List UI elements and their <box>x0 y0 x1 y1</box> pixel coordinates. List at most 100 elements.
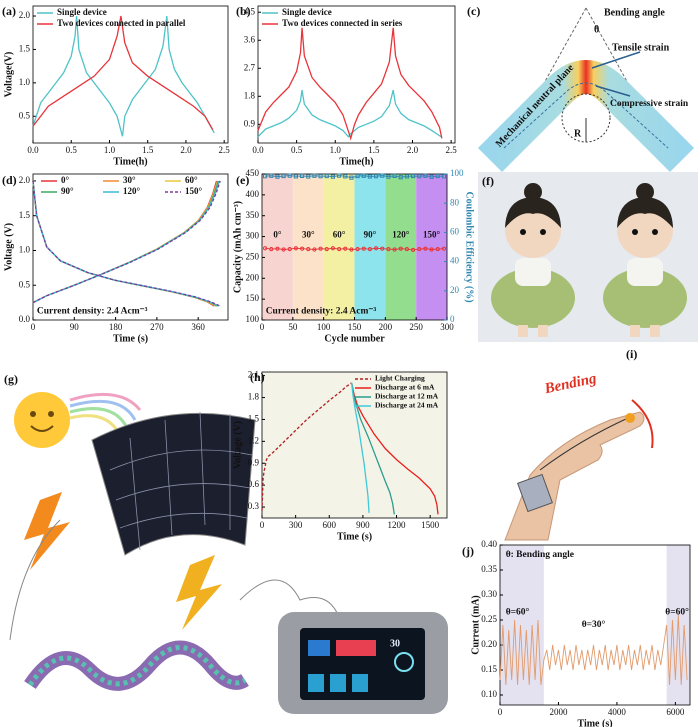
display-device: 30 <box>278 612 448 714</box>
x-tick-label: 0.0 <box>252 145 264 155</box>
panel-label: (i) <box>626 347 637 361</box>
marker <box>306 174 311 179</box>
y2-axis-title: Coulombic Efficiency (%) <box>464 191 475 302</box>
legend-label: Single device <box>282 7 332 17</box>
chart: 0.0 0.5 1.0 1.5 2.0 2.5 0.5 1.0 1.5 2.0 Time(h) Vol… <box>3 5 231 167</box>
x-tick-label: 2.5 <box>219 145 231 155</box>
legend-label: Discharge at 24 mA <box>375 401 439 410</box>
x-tick-label: 1.5 <box>142 145 154 155</box>
y2-tick-label: 40 <box>450 256 460 266</box>
marker <box>441 174 447 179</box>
legend-label: Two devices connected in parallel <box>57 18 186 28</box>
region-label: 30° <box>302 229 315 239</box>
y-tick-label: 2.1 <box>248 370 259 380</box>
x-tick-label: 0 <box>498 707 503 717</box>
marker <box>336 173 342 178</box>
legend-label: Discharge at 6 mA <box>375 383 435 392</box>
x-axis-title: Time (s) <box>113 333 148 344</box>
joint-marker <box>625 413 635 423</box>
y-tick-label: 2.0 <box>19 10 31 20</box>
panel-label: (g) <box>4 372 18 386</box>
marker <box>318 246 323 251</box>
compressive-strain: Compressive strain <box>610 99 689 109</box>
marker <box>380 246 385 251</box>
doll-part <box>617 197 673 228</box>
sun-part <box>14 392 70 448</box>
chart: 0° 30° 60° 90° 120° 150°0 50 100 150 200 250 300100… <box>232 168 474 344</box>
x-tick-label: 250 <box>409 322 423 332</box>
doll-part <box>636 183 654 201</box>
marker <box>287 246 292 252</box>
plot-frame <box>499 544 691 706</box>
marker <box>281 173 286 179</box>
legend-label: Discharge at 12 mA <box>375 392 439 401</box>
marker <box>330 246 336 251</box>
marker <box>410 247 416 253</box>
y-tick-label: 0.15 <box>481 664 497 674</box>
marker <box>417 246 422 252</box>
x-tick-label: 1200 <box>388 520 407 530</box>
chart: 0 2000 4000 6000 0.10 0.15 0.20 0.25 0.30 0.35 0.4… <box>470 539 691 727</box>
doll-part <box>652 229 658 235</box>
series-line <box>265 247 444 251</box>
marker <box>423 173 428 178</box>
x-tick-label: 2.0 <box>180 145 192 155</box>
legend-label: Light Charging <box>375 374 425 383</box>
marker <box>429 174 434 179</box>
y-tick-label: 0.3 <box>248 501 260 511</box>
y-axis-title: Capacity (mAh cm⁻³) <box>232 201 243 293</box>
marker <box>367 246 373 252</box>
panel-label: (h) <box>250 370 265 384</box>
y-tick-label: 0.6 <box>248 479 260 489</box>
x-tick-label: 100 <box>317 322 331 332</box>
doll-part <box>603 268 687 328</box>
marker <box>361 173 366 178</box>
marker <box>269 246 274 252</box>
theta: θ <box>594 24 599 35</box>
y-tick-label: 0.25 <box>481 614 497 624</box>
doll-part <box>632 229 638 235</box>
series-line <box>257 89 442 138</box>
y-tick-label: 0.5 <box>19 279 31 289</box>
marker <box>441 246 447 251</box>
x-axis-title: Time (s) <box>577 718 612 727</box>
x-tick-label: 150 <box>348 322 362 332</box>
x-tick-label: 2.0 <box>407 145 419 155</box>
panel-label: (c) <box>467 4 480 18</box>
annotation: θ=30° <box>582 619 606 630</box>
marker <box>386 246 391 252</box>
x-axis-title: Time(h) <box>113 156 147 167</box>
x-axis-title: Time (s) <box>337 531 372 542</box>
marker <box>299 246 305 251</box>
panel-label: (d) <box>2 173 17 187</box>
y-tick-label: 300 <box>246 231 260 241</box>
marker <box>324 173 329 179</box>
marker <box>349 175 354 180</box>
y-axis-title: Current (mA) <box>470 595 481 655</box>
doll-part <box>650 325 660 337</box>
series-line <box>265 175 444 179</box>
doll-part <box>630 325 640 337</box>
marker <box>392 173 397 178</box>
annotation: θ=60° <box>665 606 689 617</box>
plot-frame <box>32 5 229 144</box>
x-tick-label: 1500 <box>421 520 440 530</box>
x-tick-label: 0 <box>260 322 265 332</box>
marker <box>367 174 373 179</box>
marker <box>293 174 299 179</box>
chart: 0 90 180 270 360 0.0 0.5 1.0 1.5 2.0 Time (s) Volta… <box>3 173 229 344</box>
plot-frame <box>257 5 456 144</box>
sun-part <box>30 425 54 432</box>
chart: 0 300 600 900 1200 1500 0.3 0.6 0.9 1.2 1.5 1.8 2.1 T… <box>232 370 448 542</box>
series-line <box>351 382 395 515</box>
series-line <box>499 614 688 686</box>
y-tick-label: 1.0 <box>19 77 31 87</box>
sensor-wire <box>539 417 629 471</box>
display-device-part <box>330 674 346 692</box>
marker <box>429 247 434 252</box>
sun-part <box>69 399 137 421</box>
display-device-part <box>352 674 368 692</box>
doll-part <box>538 325 548 337</box>
